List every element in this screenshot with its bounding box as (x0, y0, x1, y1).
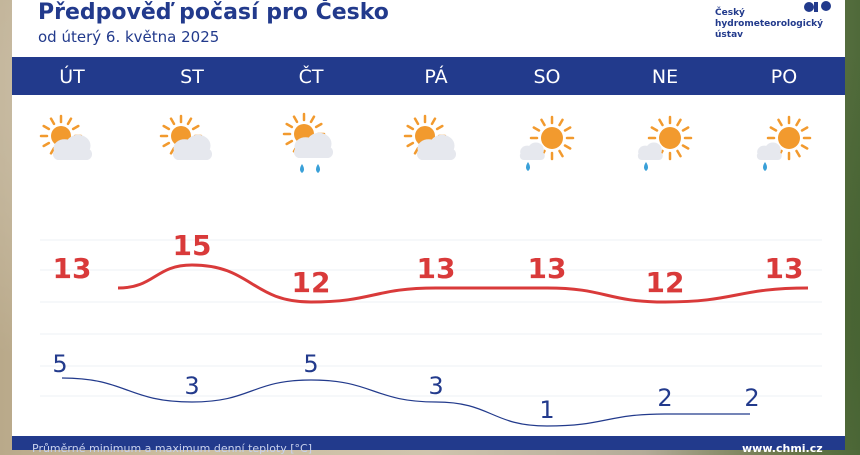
footer-caption: Průměrné minimum a maximum denní teploty… (32, 442, 313, 455)
sun-small-cloud-drizzle-icon (630, 112, 700, 182)
min-temp-6: 2 (744, 384, 760, 412)
sun-behind-cloud-icon (37, 112, 107, 182)
sun-behind-cloud-icon (157, 112, 227, 182)
logo-line-2: hydrometeorologický (715, 19, 824, 29)
sun-small-cloud-drizzle-icon (512, 112, 582, 182)
day-label-6: PO (770, 66, 798, 88)
sun-behind-cloud-icon (401, 112, 471, 182)
min-temp-3: 3 (428, 372, 444, 400)
max-temperature-curve (117, 263, 809, 304)
min-temp-2: 5 (303, 350, 319, 378)
sun-small-cloud-drizzle-icon (749, 112, 819, 182)
day-label-3: PÁ (424, 66, 448, 88)
day-label-1: ST (180, 66, 204, 88)
min-temp-4: 1 (539, 396, 555, 424)
min-temp-1: 3 (184, 372, 200, 400)
day-label-5: NE (651, 66, 679, 88)
max-temp-1: 15 (172, 229, 212, 262)
max-temp-4: 13 (527, 252, 567, 285)
logo-text: Český hydrometeorologický ústav (715, 8, 823, 41)
logo-mark-icon (804, 1, 831, 12)
footer-website: www.chmi.cz (742, 442, 823, 455)
day-label-0: ÚT (59, 66, 85, 88)
day-label-4: SO (533, 66, 561, 88)
max-temp-0: 13 (52, 252, 92, 285)
max-temp-6: 13 (764, 252, 804, 285)
page-title: Předpověď počasí pro Česko (38, 0, 389, 25)
min-temperature-curve (61, 377, 750, 427)
min-temp-0: 5 (52, 350, 68, 378)
logo-line-1: Český (715, 8, 745, 18)
sun-cloud-rain-icon (276, 112, 346, 182)
max-temp-3: 13 (416, 252, 456, 285)
max-temp-5: 12 (645, 266, 685, 299)
chmi-logo: Český hydrometeorologický ústav (715, 0, 835, 52)
footer-bar (12, 436, 845, 450)
page-subtitle: od úterý 6. května 2025 (38, 28, 220, 46)
max-temp-2: 12 (291, 266, 331, 299)
min-temp-5: 2 (657, 384, 673, 412)
day-label-2: ČT (298, 66, 324, 88)
logo-line-3: ústav (715, 30, 744, 40)
day-header-bar (12, 57, 845, 95)
